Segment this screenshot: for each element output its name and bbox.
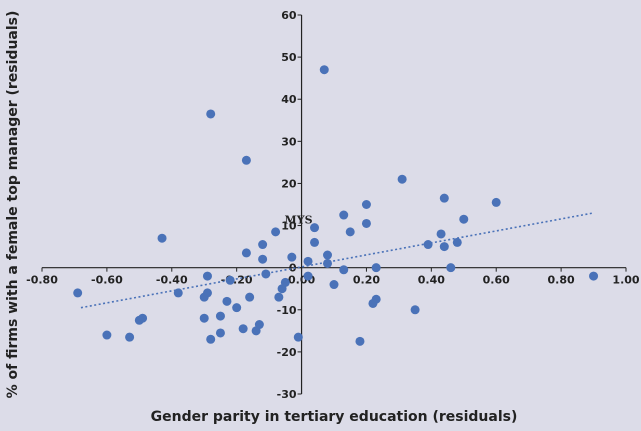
x-axis-title: Gender parity in tertiary education (res…	[151, 409, 518, 425]
data-point	[491, 197, 501, 207]
data-point	[241, 155, 251, 165]
y-tick-label: 50	[281, 51, 297, 64]
y-tick-label: 60	[281, 9, 297, 22]
data-point	[206, 109, 216, 119]
y-tick-label: 10	[281, 220, 297, 233]
y-tick-label: 30	[281, 135, 297, 148]
data-point	[241, 248, 251, 258]
data-point	[199, 313, 209, 323]
data-point	[339, 210, 349, 220]
trendline	[80, 212, 594, 309]
x-tick-label: 0.60	[483, 274, 510, 287]
trendline-layer	[80, 212, 594, 309]
data-point	[232, 303, 242, 313]
axes: -0.80 -0.60 -0.40 -0.20 0.00 0.20 0.40 0.60 0.80…	[26, 9, 640, 401]
data-point	[589, 271, 599, 281]
x-tick-label: -0.60	[91, 274, 123, 287]
y-tick-label: 0	[289, 262, 297, 275]
data-point	[215, 328, 225, 338]
data-point	[102, 330, 112, 340]
data-point	[323, 258, 333, 268]
data-point	[215, 311, 225, 321]
labels-layer: MYS Gender parity in tertiary education (…	[5, 11, 517, 425]
x-tick-label: 0.20	[353, 274, 380, 287]
x-tick-label: 0.40	[418, 274, 445, 287]
data-point	[157, 233, 167, 243]
data-point	[261, 269, 271, 279]
data-point	[225, 275, 235, 285]
data-point	[245, 292, 255, 302]
data-point	[238, 324, 248, 334]
y-tick-label: -20	[277, 346, 297, 359]
y-tick-label: -30	[277, 388, 297, 401]
data-point	[173, 288, 183, 298]
data-point	[310, 237, 320, 247]
data-point	[323, 250, 333, 260]
data-point	[446, 263, 456, 273]
y-tick-label: 20	[281, 177, 297, 190]
y-tick-label: 40	[281, 93, 297, 106]
data-point	[319, 65, 329, 75]
annotation-label: MYS	[285, 214, 313, 227]
data-point	[355, 336, 365, 346]
data-point	[73, 288, 83, 298]
data-point	[258, 254, 268, 264]
data-point	[125, 332, 135, 342]
data-point	[452, 237, 462, 247]
data-point	[303, 256, 313, 266]
data-point	[251, 326, 261, 336]
data-point	[423, 240, 433, 250]
data-point	[397, 174, 407, 184]
data-point	[410, 305, 420, 315]
data-point	[339, 265, 349, 275]
data-point	[368, 298, 378, 308]
data-point	[274, 292, 284, 302]
data-point	[371, 263, 381, 273]
data-point	[206, 334, 216, 344]
data-point	[258, 240, 268, 250]
data-point	[277, 284, 287, 294]
data-point	[439, 242, 449, 252]
data-point	[134, 315, 144, 325]
x-tick-label: -0.80	[26, 274, 58, 287]
data-point	[199, 292, 209, 302]
data-point	[310, 223, 320, 233]
data-point	[287, 252, 297, 262]
x-tick-label: -0.20	[221, 274, 253, 287]
y-tick-label: -10	[277, 304, 297, 317]
data-point	[361, 200, 371, 209]
x-tick-label: 1.00	[612, 274, 639, 287]
data-point	[222, 296, 232, 306]
data-point	[459, 214, 469, 224]
y-axis-title: % of firms with a female top manager (re…	[5, 11, 21, 399]
data-point	[293, 332, 303, 342]
data-point	[329, 280, 339, 290]
x-tick-label: 0.80	[548, 274, 575, 287]
data-points	[73, 65, 599, 346]
data-point	[439, 193, 449, 203]
data-point	[271, 227, 281, 237]
data-point	[436, 229, 446, 239]
x-tick-label: -0.40	[156, 274, 188, 287]
data-point	[361, 218, 371, 228]
data-point	[303, 271, 313, 281]
data-point	[202, 271, 212, 281]
data-point	[345, 227, 355, 237]
